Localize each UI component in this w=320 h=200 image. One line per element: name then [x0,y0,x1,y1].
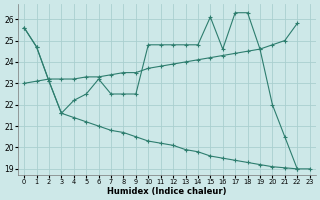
X-axis label: Humidex (Indice chaleur): Humidex (Indice chaleur) [107,187,227,196]
